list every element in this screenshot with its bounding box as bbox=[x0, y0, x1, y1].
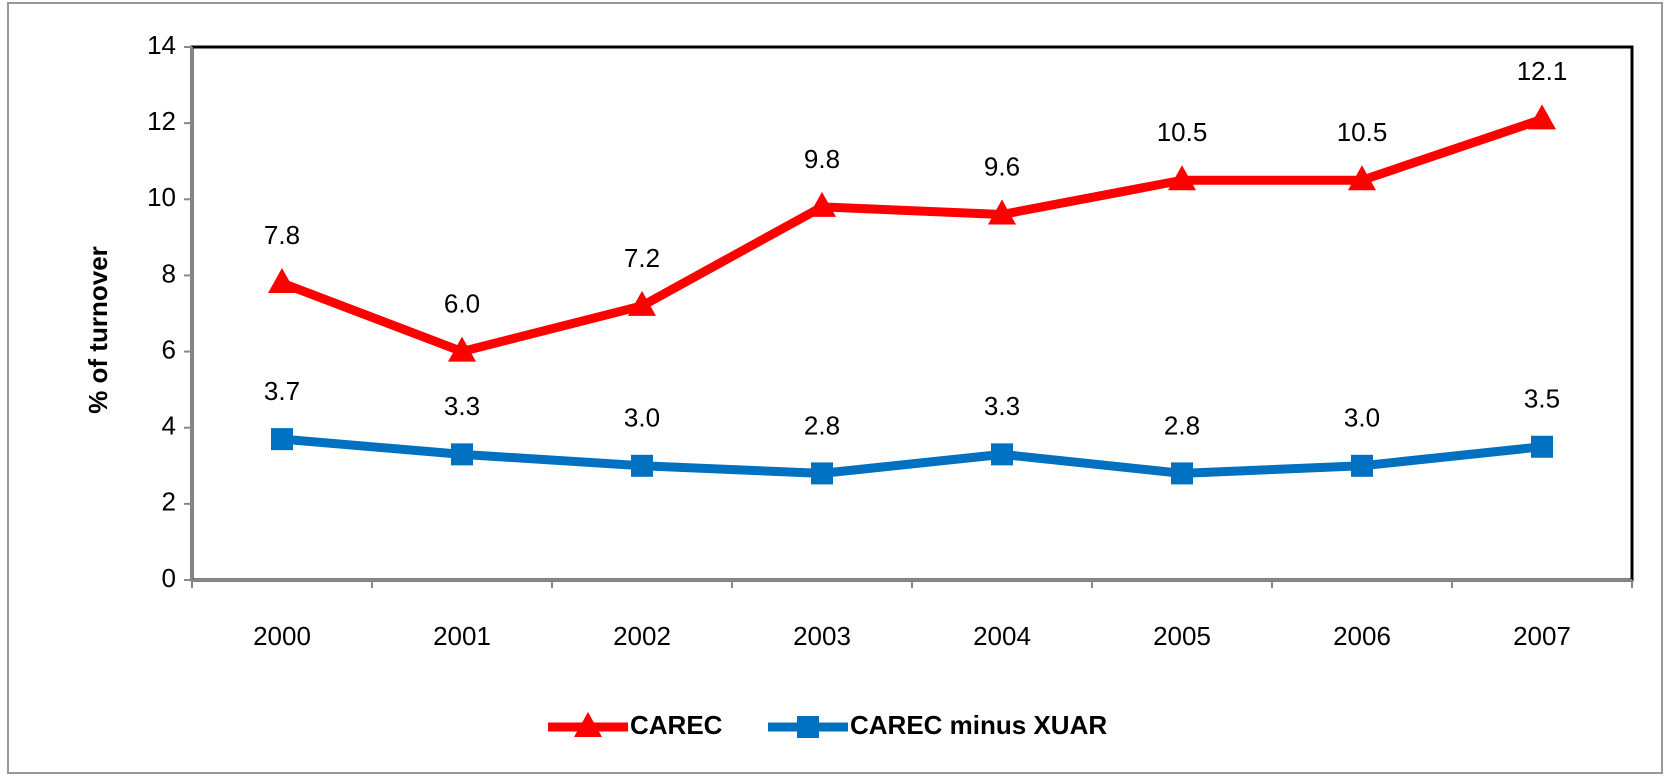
data-point bbox=[811, 462, 833, 485]
y-axis-label: % of turnover bbox=[83, 246, 113, 414]
x-tick-label: 2003 bbox=[793, 621, 851, 651]
data-point bbox=[808, 191, 836, 217]
chart-border bbox=[7, 2, 1663, 774]
data-point bbox=[631, 454, 653, 477]
legend-label: CAREC bbox=[630, 710, 723, 740]
data-label: 12.1 bbox=[1517, 56, 1568, 86]
data-label: 3.0 bbox=[1344, 403, 1380, 433]
x-tick-label: 2000 bbox=[253, 621, 311, 651]
legend-label: CAREC minus XUAR bbox=[850, 710, 1107, 740]
data-label: 3.5 bbox=[1524, 384, 1560, 414]
data-label: 2.8 bbox=[1164, 410, 1200, 440]
data-point bbox=[1528, 104, 1556, 130]
y-tick-label: 2 bbox=[162, 487, 176, 517]
data-label: 7.8 bbox=[264, 220, 300, 250]
y-tick-label: 0 bbox=[162, 563, 176, 593]
data-point bbox=[988, 199, 1016, 225]
data-label: 10.5 bbox=[1337, 117, 1388, 147]
x-tick-label: 2005 bbox=[1153, 621, 1211, 651]
data-point bbox=[268, 268, 296, 294]
x-tick-label: 2001 bbox=[433, 621, 491, 651]
legend-marker bbox=[574, 712, 602, 737]
data-label: 3.3 bbox=[984, 391, 1020, 421]
x-tick-label: 2004 bbox=[973, 621, 1031, 651]
y-tick-label: 12 bbox=[147, 106, 176, 136]
data-point bbox=[1168, 165, 1196, 191]
y-tick-label: 8 bbox=[162, 258, 176, 288]
series-line bbox=[280, 115, 1544, 357]
data-label: 3.3 bbox=[444, 391, 480, 421]
data-point bbox=[1531, 435, 1553, 458]
y-tick-label: 10 bbox=[147, 182, 176, 212]
data-label: 10.5 bbox=[1157, 117, 1208, 147]
plot-area bbox=[190, 45, 1634, 582]
data-point bbox=[1348, 165, 1376, 191]
data-label: 3.0 bbox=[624, 403, 660, 433]
data-point bbox=[991, 443, 1013, 466]
x-tick-label: 2002 bbox=[613, 621, 671, 651]
y-tick-label: 6 bbox=[162, 334, 176, 364]
data-label: 7.2 bbox=[624, 243, 660, 273]
y-tick-label: 14 bbox=[147, 30, 176, 60]
data-label: 9.8 bbox=[804, 144, 840, 174]
series-line bbox=[281, 434, 1543, 478]
x-tick-label: 2007 bbox=[1513, 621, 1571, 651]
legend-marker bbox=[797, 716, 819, 738]
data-label: 3.7 bbox=[264, 376, 300, 406]
data-point bbox=[1351, 454, 1373, 477]
data-label: 2.8 bbox=[804, 410, 840, 440]
data-point bbox=[271, 428, 293, 451]
data-label: 9.6 bbox=[984, 151, 1020, 181]
data-point bbox=[628, 290, 656, 316]
data-point bbox=[451, 443, 473, 466]
data-point bbox=[1171, 462, 1193, 485]
data-label: 6.0 bbox=[444, 288, 480, 318]
x-tick-label: 2006 bbox=[1333, 621, 1391, 651]
data-point bbox=[448, 336, 476, 362]
y-tick-label: 4 bbox=[162, 411, 176, 441]
